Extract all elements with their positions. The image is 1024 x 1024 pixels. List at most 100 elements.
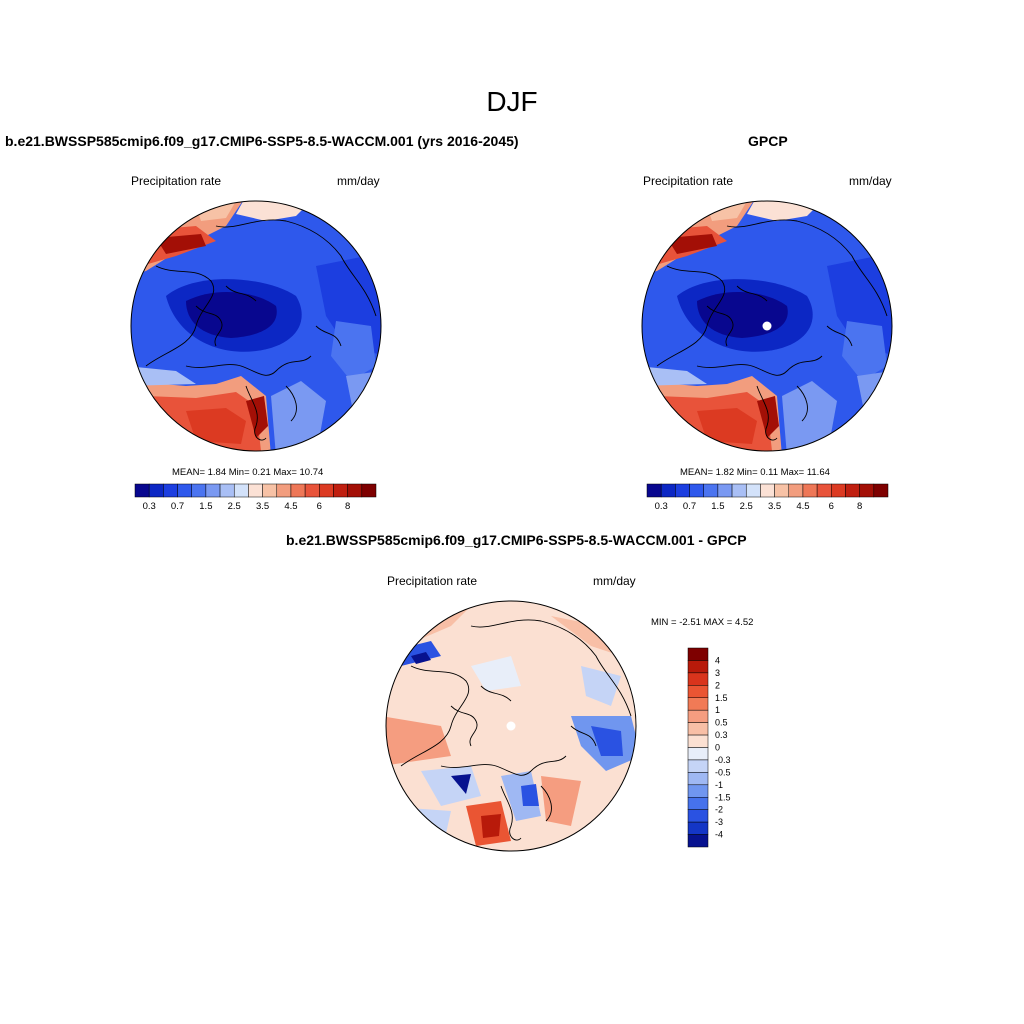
colorbar-tick-label: -0.3	[715, 755, 731, 765]
panel-diff-title: b.e21.BWSSP585cmip6.f09_g17.CMIP6-SSP5-8…	[286, 532, 747, 548]
panel-diff-stats: MIN = -2.51 MAX = 4.52	[651, 617, 754, 628]
colorbar-swatch	[873, 483, 889, 498]
colorbar-swatch	[687, 797, 709, 810]
colorbar-tick-label: 0.3	[715, 730, 728, 740]
panel-diff-map	[385, 600, 637, 852]
colorbar-swatch	[219, 483, 235, 498]
colorbar-swatch	[689, 483, 704, 498]
panel-obs-variable: Precipitation rate	[643, 174, 734, 188]
colorbar-swatch	[687, 660, 709, 674]
colorbar-swatch	[675, 483, 690, 498]
colorbar-swatch	[802, 483, 818, 498]
colorbar-tick-label: 4.5	[796, 501, 809, 512]
panel-model-map	[130, 200, 382, 452]
colorbar-tick-label: 8	[345, 501, 350, 512]
colorbar-swatch	[276, 483, 292, 498]
colorbar-swatch	[687, 685, 709, 698]
colorbar-diff: 4 3 2 1.5 1 0.5 0.3 0 -0.3 -0.5 -1 -1.5 -2 -3 -4	[687, 647, 731, 848]
colorbar-swatch	[333, 483, 348, 498]
colorbar-swatch	[687, 772, 709, 786]
colorbar-swatch	[148, 483, 164, 498]
colorbar-swatch	[816, 483, 832, 498]
colorbar-tick-label: 3.5	[256, 501, 269, 512]
north-pole-marker	[762, 321, 772, 331]
colorbar-swatch	[163, 483, 178, 498]
panel-model-title: b.e21.BWSSP585cmip6.f09_g17.CMIP6-SSP5-8…	[5, 133, 519, 149]
panel-obs-stats: MEAN= 1.82 Min= 0.11 Max= 11.64	[680, 467, 830, 478]
colorbar-swatch	[788, 483, 804, 498]
colorbar-swatch	[687, 709, 709, 723]
colorbar-swatch	[687, 734, 709, 748]
colorbar-swatch	[745, 483, 761, 498]
colorbar-tick-label: 2.5	[740, 501, 753, 512]
colorbar-tick-label: -1	[715, 780, 723, 790]
colorbar-tick-label: 0.7	[171, 501, 184, 512]
colorbar-tick-label: 4	[715, 655, 720, 665]
colorbar-swatch	[717, 483, 733, 498]
colorbar-swatch	[845, 483, 860, 498]
panel-model-variable: Precipitation rate	[131, 174, 222, 188]
panel-model-stats: MEAN= 1.84 Min= 0.21 Max= 10.74	[172, 467, 324, 478]
colorbar-obs: 0.3 0.7 1.5 2.5 3.5 4.5 6 8	[646, 483, 889, 512]
colorbar-swatch	[177, 483, 192, 498]
colorbar-tick-label: 3	[715, 668, 720, 678]
colorbar-tick-label: -1.5	[715, 792, 731, 802]
colorbar-swatch	[361, 483, 377, 498]
colorbar-tick-label: 1.5	[711, 501, 724, 512]
colorbar-swatch	[660, 483, 676, 498]
colorbar-tick-label: 1.5	[715, 693, 728, 703]
colorbar-tick-label: 0.5	[715, 718, 728, 728]
colorbar-swatch	[687, 672, 709, 686]
colorbar-swatch	[687, 809, 709, 823]
panel-diff-variable: Precipitation rate	[387, 574, 478, 588]
panel-model-units: mm/day	[337, 174, 380, 188]
colorbar-swatch	[319, 483, 334, 498]
colorbar-swatch	[687, 647, 709, 661]
colorbar-tick-label: 1	[715, 705, 720, 715]
colorbar-tick-label: 0	[715, 743, 720, 753]
colorbar-tick-label: 0.7	[683, 501, 696, 512]
colorbar-swatch	[687, 821, 709, 835]
colorbar-swatch	[687, 759, 709, 773]
colorbar-tick-label: 1.5	[199, 501, 212, 512]
colorbar-swatch	[191, 483, 207, 498]
colorbar-swatch	[304, 483, 320, 498]
panel-obs-map	[641, 200, 893, 452]
colorbar-swatch	[831, 483, 846, 498]
colorbar-tick-label: 4.5	[284, 501, 297, 512]
figure-title: DJF	[486, 86, 538, 117]
colorbar-tick-label: -3	[715, 817, 723, 827]
colorbar-swatch	[687, 722, 709, 736]
colorbar-swatch	[731, 483, 747, 498]
colorbar-swatch	[262, 483, 278, 498]
colorbar-tick-label: 0.3	[655, 501, 668, 512]
colorbar-swatch	[703, 483, 719, 498]
colorbar-swatch	[687, 747, 709, 761]
panel-obs-title: GPCP	[748, 133, 788, 149]
colorbar-tick-label: 3.5	[768, 501, 781, 512]
colorbar-swatch	[205, 483, 221, 498]
colorbar-swatch	[859, 483, 875, 498]
colorbar-swatch	[134, 483, 150, 498]
colorbar-tick-label: 2	[715, 680, 720, 690]
north-pole-marker	[506, 721, 516, 731]
colorbar-model: 0.3 0.7 1.5 2.5 3.5 4.5 6 8	[134, 483, 377, 512]
colorbar-swatch	[248, 483, 263, 498]
colorbar-swatch	[646, 483, 662, 498]
colorbar-swatch	[760, 483, 775, 498]
colorbar-swatch	[687, 697, 709, 711]
colorbar-swatch	[347, 483, 363, 498]
colorbar-swatch	[687, 784, 709, 798]
colorbar-swatch	[233, 483, 249, 498]
panel-diff-units: mm/day	[593, 574, 636, 588]
colorbar-tick-label: 6	[317, 501, 322, 512]
colorbar-tick-label: 6	[829, 501, 834, 512]
colorbar-tick-label: 2.5	[228, 501, 241, 512]
colorbar-swatch	[774, 483, 790, 498]
colorbar-swatch	[290, 483, 306, 498]
panel-obs-units: mm/day	[849, 174, 892, 188]
colorbar-tick-label: -0.5	[715, 767, 731, 777]
colorbar-tick-label: -2	[715, 805, 723, 815]
colorbar-tick-label: -4	[715, 830, 723, 840]
